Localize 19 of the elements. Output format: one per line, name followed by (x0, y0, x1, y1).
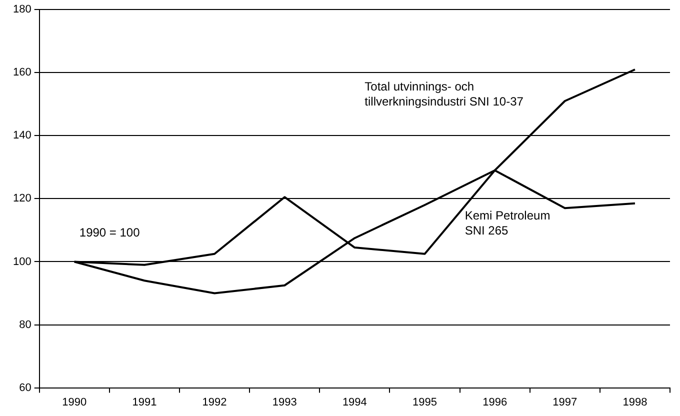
x-tick-label: 1992 (202, 396, 227, 408)
y-tick-label: 100 (12, 256, 32, 268)
x-tick-label: 1997 (552, 396, 578, 408)
series-label: Kemi Petroleum SNI 265 (464, 208, 550, 238)
x-tick-label: 1994 (342, 396, 367, 408)
annotation: 1990 = 100 (79, 226, 140, 240)
y-tick-label: 120 (12, 192, 32, 205)
x-tick-label: 1998 (622, 396, 648, 408)
x-tick-label: 1990 (62, 396, 87, 408)
y-tick-label: 80 (19, 318, 32, 331)
x-tick-label: 1993 (272, 396, 297, 408)
y-tick-label: 140 (12, 130, 32, 142)
series-label: Total utvinnings- och tillverkningsindustri SNI 10-37 (364, 80, 524, 109)
x-tick-label: 1995 (412, 396, 437, 408)
y-tick-label: 60 (19, 382, 32, 394)
x-tick-label: 1991 (132, 396, 157, 408)
y-tick-label: 160 (12, 66, 32, 79)
x-tick-label: 1996 (482, 396, 508, 408)
y-tick-label: 180 (12, 4, 32, 16)
